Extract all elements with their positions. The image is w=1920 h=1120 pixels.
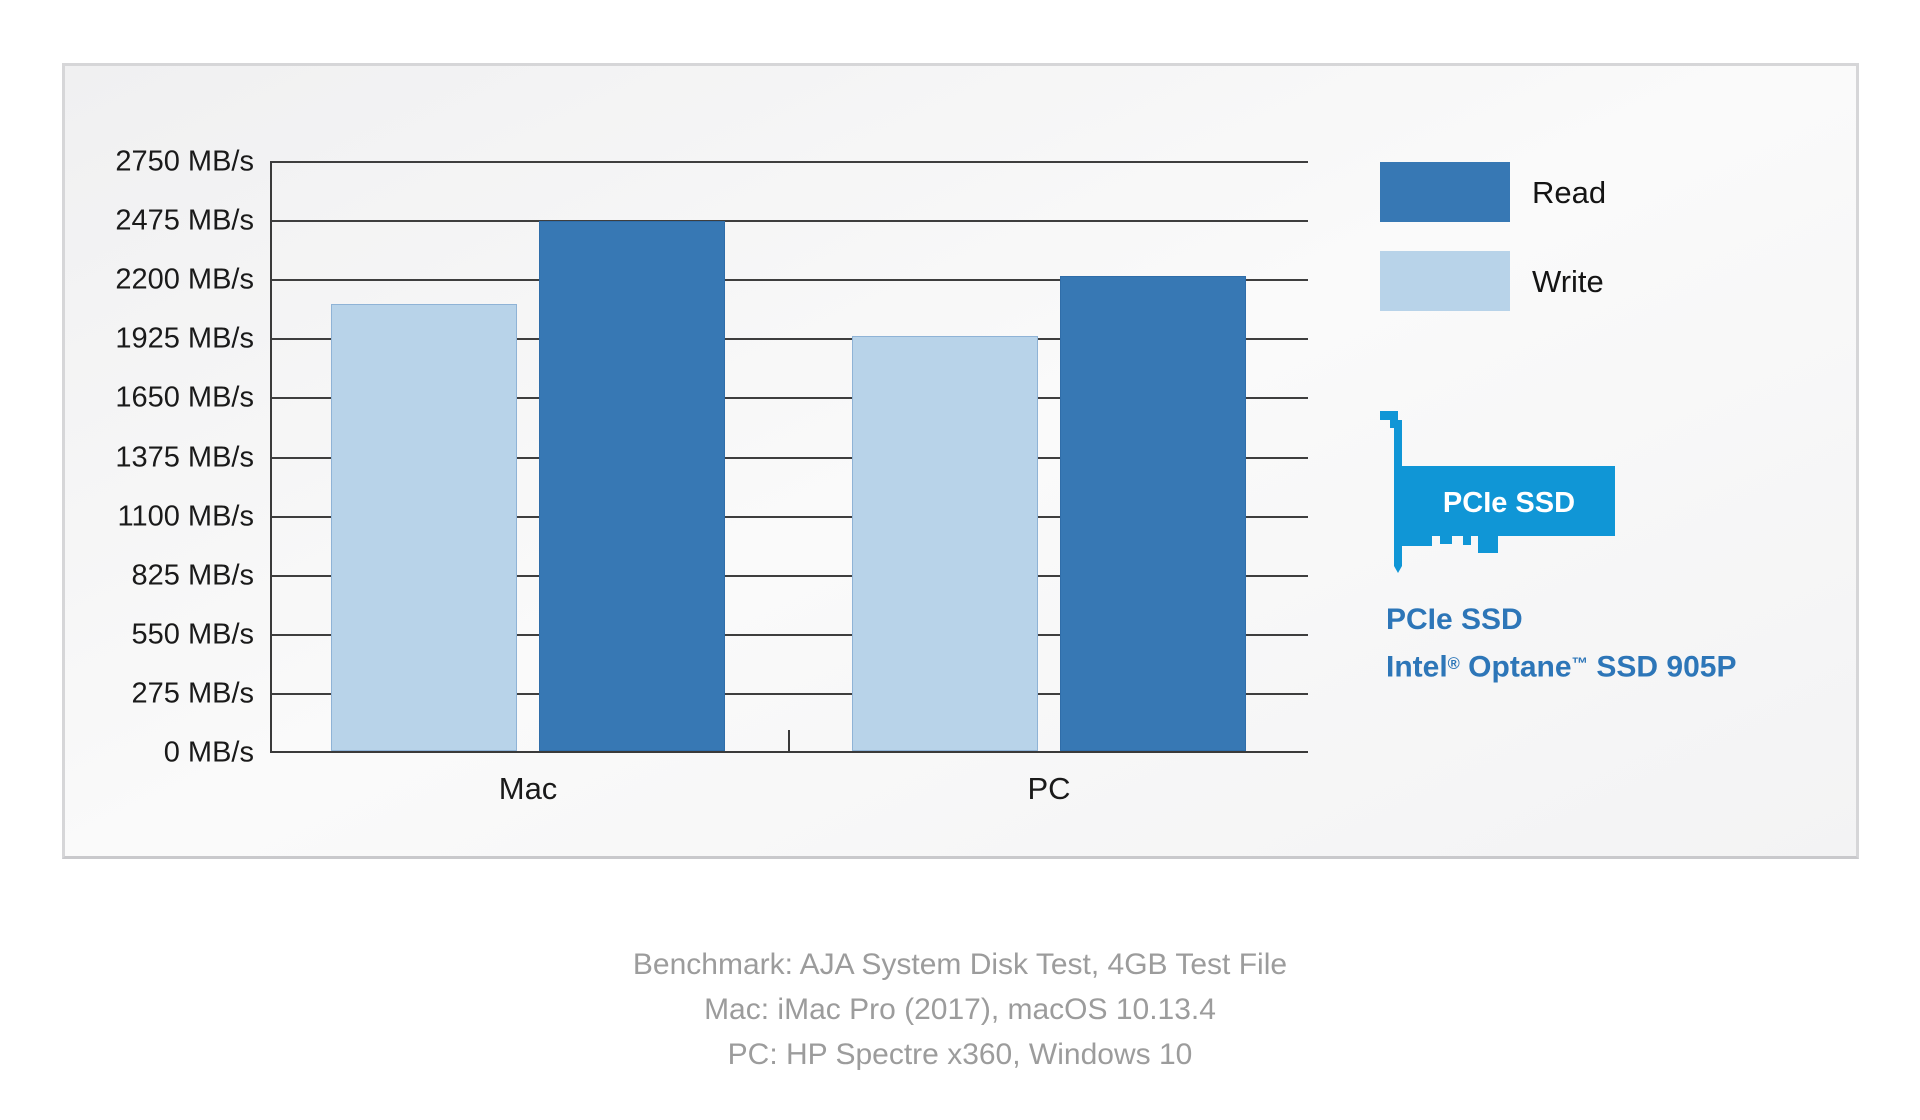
product-line2: Intel® Optane™ SSD 905P (1386, 650, 1737, 684)
bar-pc-write (852, 336, 1039, 751)
y-axis-tick-label: 825 MB/s (131, 559, 255, 592)
y-axis-line (270, 162, 272, 753)
caption-line-mac: Mac: iMac Pro (2017), macOS 10.13.4 (704, 993, 1216, 1026)
bar-pc-read (1060, 275, 1247, 751)
category-divider-tick (788, 730, 790, 753)
legend-label-write: Write (1532, 264, 1604, 299)
plot-area: 0 MB/s 275 MB/s 550 MB/s 825 MB/s 1100 MB/s 1… (115, 146, 1308, 806)
y-axis-tick-label: 1375 MB/s (115, 441, 254, 473)
gridline (270, 692, 1308, 695)
gridline (270, 456, 1308, 459)
bar-mac-write (331, 303, 518, 751)
gridline (270, 515, 1308, 518)
y-axis-tick-label: 275 MB/s (131, 677, 255, 710)
gridline (270, 220, 1308, 223)
bar-mac-read (539, 221, 726, 751)
y-axis-tick-label: 1100 MB/s (117, 500, 254, 533)
benchmark-caption: Benchmark: AJA System Disk Test, 4GB Tes… (0, 942, 1920, 1077)
gridline (270, 338, 1308, 341)
card-bracket-shape (1380, 411, 1402, 573)
gridline (270, 633, 1308, 636)
card-label: PCIe SSD (1443, 487, 1575, 519)
product-name: PCIe SSD Intel® Optane™ SSD 905P (1386, 597, 1856, 689)
caption-line-benchmark: Benchmark: AJA System Disk Test, 4GB Tes… (632, 948, 1288, 981)
gridline (270, 397, 1308, 400)
y-axis-tick-label: 550 MB/s (131, 618, 255, 651)
legend-label-read: Read (1532, 175, 1607, 210)
y-axis-tick-label: 2200 MB/s (115, 263, 254, 296)
gridline (270, 279, 1308, 282)
x-axis-label-mac: Mac (498, 771, 558, 806)
legend-swatch-write (1380, 251, 1510, 311)
trademark-mark: ™ (1571, 655, 1589, 673)
y-axis-tick-label: 2750 MB/s (115, 145, 254, 178)
y-axis-tick-label: 1650 MB/s (115, 381, 254, 414)
product-line1: PCIe SSD (1386, 603, 1523, 636)
x-axis-label-pc: PC (1027, 771, 1071, 806)
card-body-shape (1401, 466, 1615, 553)
chart-panel: 0 MB/s 275 MB/s 550 MB/s 825 MB/s 1100 MB/s 1… (62, 63, 1859, 859)
gridline (270, 574, 1308, 577)
y-axis-tick-label: 0 MB/s (163, 736, 254, 769)
registered-mark: ® (1447, 655, 1460, 673)
gridline (270, 161, 1308, 163)
caption-line-pc: PC: HP Spectre x360, Windows 10 (727, 1038, 1193, 1071)
y-axis-tick-label: 1925 MB/s (115, 322, 254, 355)
pcie-ssd-card-icon: PCIe SSD (1380, 411, 1615, 573)
y-axis-tick-label: 2475 MB/s (115, 204, 254, 237)
legend-swatch-read (1380, 162, 1510, 222)
